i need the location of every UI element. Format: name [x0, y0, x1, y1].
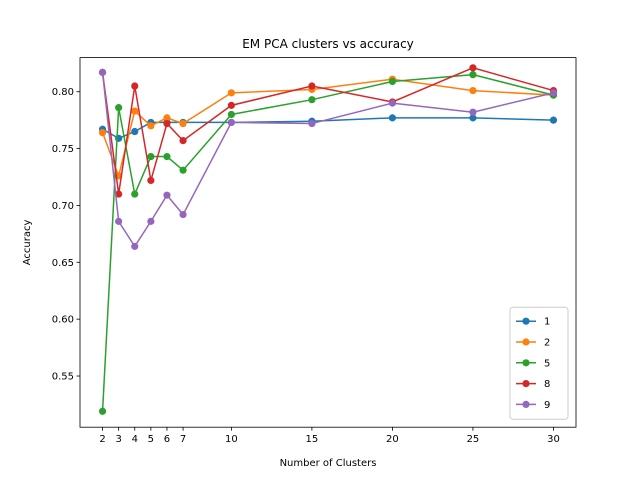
data-point [115, 217, 123, 225]
data-point [388, 114, 397, 122]
data-point [549, 116, 558, 124]
data-point [131, 127, 139, 136]
legend-marker-3 [522, 380, 530, 388]
data-point [227, 89, 235, 97]
data-point [469, 64, 477, 72]
data-point [308, 119, 316, 128]
data-point [147, 176, 155, 185]
data-point [131, 107, 139, 115]
data-point [163, 191, 171, 199]
data-point [469, 114, 477, 122]
legend-box [509, 306, 569, 420]
legend-marker-0 [522, 317, 530, 325]
data-point [131, 190, 139, 198]
data-point [98, 129, 107, 137]
data-point [388, 77, 397, 86]
legend-marker-2 [522, 359, 530, 367]
legend-label-2: 5 [544, 358, 550, 369]
data-point [147, 217, 155, 225]
x-tick-label: 3 [115, 434, 121, 445]
data-point [115, 104, 123, 112]
y-axis-label: Accuracy [22, 219, 33, 265]
data-point [115, 190, 123, 198]
data-point [227, 101, 235, 109]
legend-label-0: 1 [544, 317, 550, 328]
x-tick-label: 10 [225, 434, 238, 445]
y-tick-label: 0.80 [52, 87, 74, 98]
legend-marker-1 [522, 338, 530, 346]
y-axis: 0.55 0.60 0.65 0.70 0.75 0.80 [52, 87, 80, 383]
data-point [163, 119, 171, 128]
data-point [308, 82, 316, 90]
data-point [549, 89, 558, 97]
legend-label-4: 9 [544, 400, 550, 411]
plot-area [80, 57, 576, 428]
y-tick-label: 0.70 [52, 201, 74, 212]
data-point [308, 96, 316, 104]
data-point [115, 134, 123, 142]
chart-title: EM PCA clusters vs accuracy [242, 37, 414, 51]
data-point [179, 166, 187, 174]
x-tick-label: 4 [132, 434, 138, 445]
data-point [98, 407, 107, 415]
x-tick-label: 6 [164, 434, 170, 445]
legend: 1 2 5 8 9 [509, 306, 569, 420]
plot-frame [79, 57, 577, 428]
x-tick-label: 30 [547, 434, 560, 445]
data-point [163, 114, 171, 122]
data-point [388, 99, 397, 107]
legend-label-1: 2 [544, 338, 550, 349]
data-point [179, 137, 187, 145]
series-layer [98, 64, 558, 415]
data-point [469, 108, 477, 116]
x-axis-label: Number of Clusters [280, 458, 377, 469]
data-point [227, 110, 235, 119]
legend-marker-4 [522, 400, 530, 408]
x-axis: 2 3 4 5 6 7 10 15 20 25 30 [99, 427, 560, 445]
data-point [131, 242, 139, 250]
y-tick-label: 0.60 [52, 315, 74, 326]
data-point [179, 210, 187, 219]
data-point [227, 118, 235, 127]
legend-label-3: 8 [544, 379, 550, 390]
data-point [98, 68, 107, 76]
x-tick-label: 2 [99, 434, 105, 445]
x-tick-label: 7 [180, 434, 186, 445]
x-tick-label: 5 [148, 434, 154, 445]
y-tick-label: 0.65 [52, 258, 74, 269]
data-point [131, 82, 139, 90]
data-point [163, 152, 171, 161]
data-point [179, 119, 187, 128]
data-point [147, 122, 155, 130]
x-tick-label: 25 [467, 434, 480, 445]
x-tick-label: 20 [386, 434, 399, 445]
y-tick-label: 0.55 [52, 372, 74, 383]
data-point [147, 152, 155, 161]
y-tick-label: 0.75 [52, 144, 74, 155]
data-point [469, 86, 477, 95]
data-point [469, 71, 477, 79]
x-tick-label: 15 [306, 434, 319, 445]
